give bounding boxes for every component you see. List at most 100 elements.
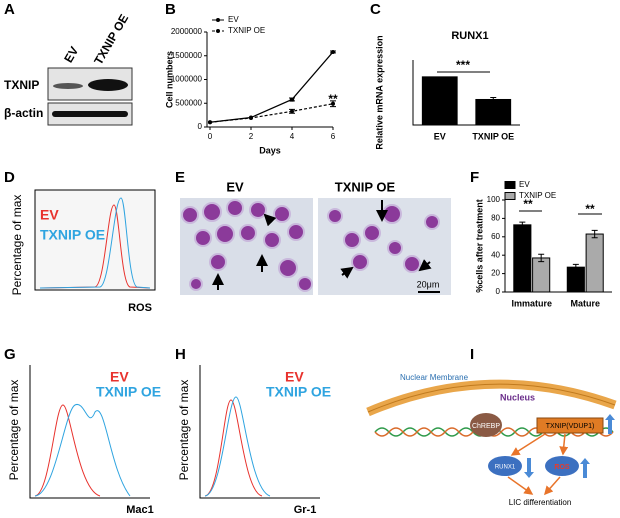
bar (513, 224, 532, 293)
panel-label: E (175, 169, 185, 186)
node-label: ChREBP (472, 423, 500, 430)
legend-marker (216, 18, 220, 22)
chart-title: RUNX1 (451, 30, 488, 42)
image-title: EV (226, 179, 244, 194)
flow-panel: EV TXNIP OE Percentage of max Gr-1 (177, 365, 331, 516)
panel-label: B (165, 1, 176, 18)
legend-label: EV (40, 207, 59, 223)
protein (470, 413, 502, 437)
error-bar (490, 97, 497, 102)
x-tick-label: EV (434, 131, 446, 141)
legend-label: EV (285, 369, 304, 385)
panel-label: C (370, 1, 381, 18)
error-bar (330, 100, 336, 108)
marker (208, 120, 212, 125)
node (545, 456, 579, 476)
y-tick-label: 1000000 (171, 75, 203, 84)
legend-label: TXNIP OE (96, 384, 161, 400)
up-arrow (580, 458, 590, 478)
error-bar (519, 221, 526, 229)
node-label: LIC differentiation (509, 498, 572, 507)
y-axis-label: %cells after treatment (474, 199, 484, 293)
x-tick-label: 2 (249, 132, 254, 141)
arrows (507, 433, 569, 496)
x-tick-label: 4 (290, 132, 295, 141)
y-tick-label: 2000000 (171, 27, 203, 36)
legend-label: TXNIP OE (266, 384, 331, 400)
node-label: ROS (554, 464, 570, 471)
line (209, 103, 334, 123)
axis (29, 365, 150, 499)
row-label: β-actin (4, 106, 43, 120)
bar (566, 266, 585, 293)
error-bar (289, 97, 295, 102)
x-tick-label: Mature (570, 298, 600, 308)
flow-panel: EV TXNIP OE Percentage of max Mac1 (7, 365, 161, 516)
row-label: TXNIP (4, 78, 39, 92)
blot-band (52, 111, 128, 117)
x-tick-label: TXNIP OE (472, 131, 514, 141)
histogram-curve (204, 396, 271, 497)
x-tick-label: 0 (208, 132, 213, 141)
y-tick-label: 1500000 (171, 51, 203, 60)
significance: ** (523, 197, 533, 211)
membrane (367, 383, 616, 413)
x-tick-label: 6 (331, 132, 336, 141)
axis-label: ROS (128, 302, 152, 314)
legend-label: EV (228, 15, 239, 24)
histogram-curve (204, 399, 263, 497)
panel-label: H (175, 346, 186, 363)
axis-label: Mac1 (126, 504, 154, 516)
y-tick-label: 500000 (175, 98, 202, 107)
significance: * (290, 95, 295, 109)
bar (421, 76, 458, 126)
lane-label: EV (61, 44, 81, 65)
axis (199, 365, 320, 499)
x-tick-label: Immature (511, 298, 552, 308)
legend-marker (216, 29, 220, 33)
y-tick-label: 100 (487, 195, 501, 204)
legend-swatch (504, 192, 516, 200)
flow-panel: EV TXNIP OE Percentage of max ROS (10, 189, 156, 314)
histogram-curve (34, 404, 131, 497)
error-bar (289, 108, 295, 114)
error-bar (538, 253, 545, 263)
up-arrow (605, 414, 615, 434)
node-label: TXNIP(VDUP1) (546, 423, 595, 430)
bar (532, 257, 551, 293)
panel-label: F (470, 169, 479, 186)
marker (249, 115, 253, 120)
y-tick-label: 20 (491, 269, 500, 278)
histogram-curve (39, 204, 151, 289)
lane-label: TXNIP OE (91, 12, 131, 67)
y-tick-label: 80 (491, 214, 500, 223)
axis-label: Percentage of max (177, 380, 191, 481)
y-axis-label: Cell numbers (164, 51, 174, 108)
legend-label: TXNIP OE (40, 227, 105, 243)
significance: *** (456, 58, 470, 72)
arrows (212, 200, 432, 290)
compartment-label: Nucleus (500, 392, 535, 402)
panel-label: A (4, 1, 15, 18)
y-tick-label: 0 (496, 287, 501, 296)
bar (585, 233, 604, 293)
axis-label: Percentage of max (10, 195, 24, 296)
y-tick-label: 60 (491, 232, 500, 241)
legend-label: TXNIP OE (519, 191, 556, 200)
image-title: TXNIP OE (335, 179, 396, 194)
plot-frame (34, 189, 156, 291)
blot-band (53, 83, 83, 89)
legend-label: EV (519, 180, 530, 189)
node-label: RUNX1 (495, 465, 516, 471)
error-bar (591, 229, 598, 239)
y-tick-label: 40 (491, 250, 500, 259)
line (209, 51, 334, 123)
bar (475, 98, 512, 126)
panel-label: D (4, 169, 15, 186)
cells (181, 199, 440, 292)
panel-label: G (4, 346, 16, 363)
western-blot: EV TXNIP OE TXNIP β-actin (4, 12, 133, 126)
down-arrow (524, 458, 534, 478)
legend-label: EV (110, 369, 129, 385)
